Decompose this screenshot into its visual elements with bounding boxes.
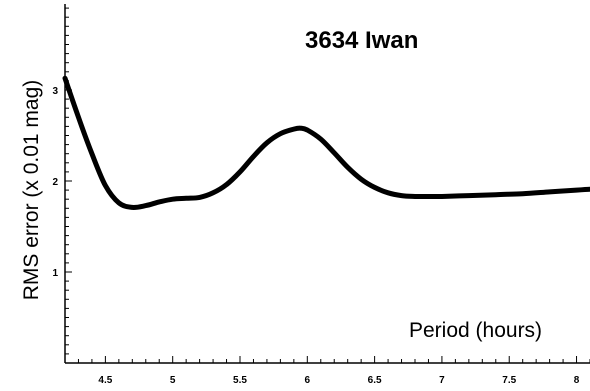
x-tick-label: 7 <box>439 375 445 386</box>
x-tick-label: 8 <box>574 375 580 386</box>
y-tick-label: 3 <box>52 86 58 97</box>
series-line <box>62 75 590 210</box>
x-tick-label: 6 <box>305 375 311 386</box>
y-tick-label: 2 <box>52 177 58 188</box>
x-tick-label: 7.5 <box>502 375 516 386</box>
chart-title: 3634 Iwan <box>305 27 418 54</box>
chart-tick-labels: 4.5 5 5.5 6 6.5 7 7.5 8 1 2 3 <box>52 86 579 386</box>
y-axis-label: RMS error (x 0.01 mag) <box>20 80 43 301</box>
x-tick-label: 5 <box>170 375 176 386</box>
x-tick-label: 4.5 <box>98 375 112 386</box>
x-axis-label: Period (hours) <box>409 319 542 342</box>
chart-ticks <box>64 7 590 363</box>
y-tick-label: 1 <box>52 268 58 279</box>
x-tick-label: 6.5 <box>368 375 382 386</box>
x-tick-label: 5.5 <box>233 375 247 386</box>
chart-axes <box>64 4 590 364</box>
